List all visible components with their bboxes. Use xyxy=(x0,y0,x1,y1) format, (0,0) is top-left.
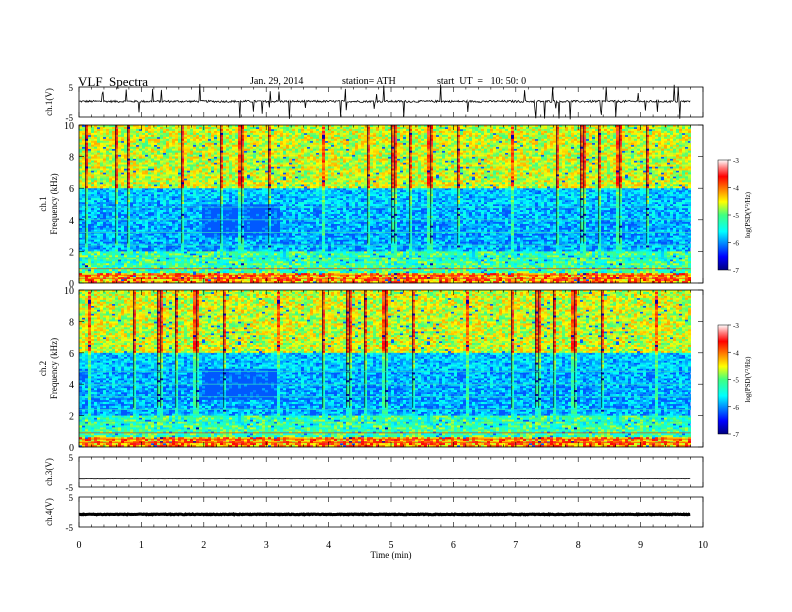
ytick-label: 8 xyxy=(69,153,74,164)
colorbar-tick-label: -7 xyxy=(733,267,739,275)
ytick-label: 5 xyxy=(69,83,74,93)
xtick-label: 9 xyxy=(638,540,643,551)
colorbar-2 xyxy=(718,160,728,270)
colorbar-tick-label: -3 xyxy=(733,322,739,330)
ytick-label: 4 xyxy=(69,216,74,227)
xtick-label: 1 xyxy=(139,540,144,551)
xtick-label: 6 xyxy=(451,540,456,551)
series-line-5 xyxy=(79,514,690,515)
vlf-spectra-figure: 5-5ch.1(V)0246810ch.1 Frequency (kHz)-3-4… xyxy=(0,0,792,612)
ylabel-frequency-2: Frequency (kHz) xyxy=(49,173,59,234)
colorbar-tick-label: -3 xyxy=(733,157,739,165)
ytick-label: 2 xyxy=(69,247,74,258)
spectrogram-panel-3 xyxy=(79,290,703,447)
xtick-label: 8 xyxy=(576,540,581,551)
ytick-label: 2 xyxy=(69,412,74,423)
colorbar-tick-label: -6 xyxy=(733,240,739,248)
ylabel-1: ch.1(V) xyxy=(44,88,54,116)
ytick-label: 10 xyxy=(64,121,74,132)
ytick-label: 4 xyxy=(69,380,74,391)
colorbar-3 xyxy=(718,325,728,434)
xtick-label: 3 xyxy=(264,540,269,551)
xaxis-label: Time (min) xyxy=(371,550,412,560)
colorbar-tick-label: -5 xyxy=(733,377,739,385)
ytick-label: 8 xyxy=(69,317,74,328)
xtick-label: 0 xyxy=(77,540,82,551)
ylabel-frequency-3: Frequency (kHz) xyxy=(49,338,59,399)
xtick-label: 2 xyxy=(201,540,206,551)
series-line-1 xyxy=(79,84,690,119)
colorbar-label-3: log(PSD(V²/Hz) xyxy=(744,356,752,403)
colorbar-tick-label: -4 xyxy=(733,349,739,357)
colorbar-tick-label: -4 xyxy=(733,185,739,193)
spectrogram-panel-2 xyxy=(79,125,703,283)
colorbar-tick-label: -5 xyxy=(733,212,739,220)
ytick-label: 5 xyxy=(69,453,74,463)
ylabel-channel-3: ch.2 xyxy=(38,361,48,376)
ylabel-4: ch.3(V) xyxy=(44,458,54,486)
xtick-label: 7 xyxy=(513,540,518,551)
xtick-label: 4 xyxy=(326,540,331,551)
colorbar-tick-label: -6 xyxy=(733,404,739,412)
ylabel-5: ch.4(V) xyxy=(44,498,54,526)
colorbar-label-2: log(PSD(V²/Hz) xyxy=(744,191,752,238)
ylabel-channel-2: ch.1 xyxy=(38,196,48,211)
colorbar-tick-label: -7 xyxy=(733,431,739,439)
xtick-label: 10 xyxy=(698,540,708,551)
ytick-label: 5 xyxy=(69,493,74,503)
ytick-label: 10 xyxy=(64,286,74,297)
ytick-label: -5 xyxy=(66,523,74,533)
ytick-label: -5 xyxy=(66,483,74,493)
ytick-label: 6 xyxy=(69,349,74,360)
ytick-label: 6 xyxy=(69,184,74,195)
